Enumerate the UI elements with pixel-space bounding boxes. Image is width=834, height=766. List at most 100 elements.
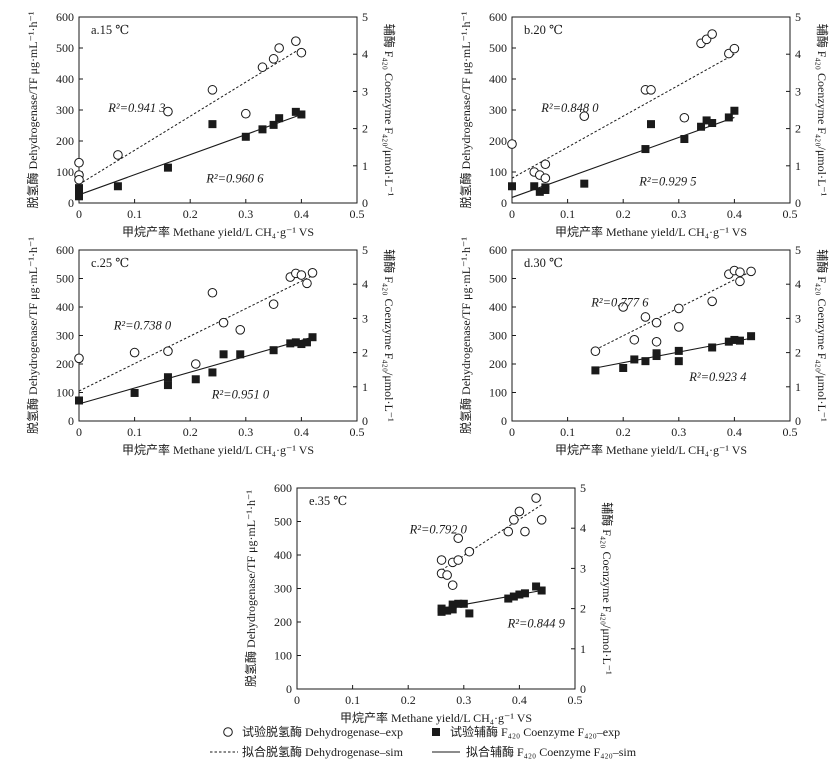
left-axis-label: 脱氢酶 Dehydrogenase/TF μg·mL⁻¹·h⁻¹: [25, 237, 40, 434]
right-y-tick-label: 3: [580, 561, 586, 575]
dehydrogenase-exp-point: [618, 302, 629, 312]
dehydrogenase-exp-point: [207, 85, 218, 95]
f420-exp-point: [652, 349, 661, 358]
dehydrogenase-exp-point: [735, 276, 745, 287]
x-axis-label: 甲烷产率 Methane yield/L CH₄·g⁻¹ VS: [340, 710, 532, 725]
left-y-tick-label: 200: [56, 134, 74, 148]
left-y-tick-label: 600: [489, 10, 507, 24]
right-y-tick-label: 3: [795, 311, 801, 325]
dehydrogenase-exp-point: [190, 359, 201, 369]
x-tick-label: 0.2: [183, 207, 198, 221]
dehydrogenase-fit-line: [78, 47, 302, 185]
x-tick-label: 0: [76, 207, 82, 221]
f420-exp-point: [708, 343, 717, 352]
x-tick-label: 0.2: [616, 207, 631, 221]
left-y-tick-label: 300: [489, 103, 507, 117]
f420-exp-point: [630, 355, 639, 364]
f420-exp-point: [680, 135, 689, 144]
right-y-tick-label: 0: [580, 682, 586, 696]
legend-dehydrogenase-sim-label: 拟合脱氢酶 Dehydrogenase–sim: [242, 744, 404, 759]
dehydrogenase-exp-point: [453, 555, 464, 565]
left-axis-label: 脱氢酶 Dehydrogenase/TF μg·mL⁻¹·h⁻¹: [458, 11, 473, 208]
x-tick-label: 0.5: [783, 425, 798, 439]
dehydrogenase-exp-point: [442, 570, 452, 580]
f420-exp-point: [747, 332, 756, 341]
dehydrogenase-exp-point: [163, 106, 173, 117]
right-y-tick-label: 5: [795, 10, 801, 24]
f420-exp-point: [724, 337, 733, 346]
dehydrogenase-exp-point: [509, 515, 519, 525]
f420-exp-point: [730, 106, 739, 115]
f420-exp-point: [236, 350, 245, 359]
right-y-tick-label: 5: [362, 243, 368, 257]
f420-fit-line: [78, 113, 302, 196]
right-y-tick-label: 2: [580, 602, 586, 616]
right-y-tick-label: 4: [362, 47, 368, 61]
dehydrogenase-exp-point: [507, 139, 517, 149]
left-axis-label: 脱氢酶 Dehydrogenase/TF μg·mL⁻¹·h⁻¹: [25, 11, 40, 208]
right-y-tick-label: 0: [795, 414, 801, 428]
legend-f420-exp-label: 试验辅酶 F₄₂₀ Coenzyme F₄₂₀–exp: [450, 724, 620, 739]
f420-exp-point: [641, 145, 650, 154]
f420-exp-point: [702, 116, 711, 125]
f420-exp-point: [580, 179, 589, 188]
legend-f420-exp-marker: [432, 728, 440, 736]
x-tick-label: 0.4: [727, 207, 742, 221]
panel-d: 0 0.1 0.2 0.3 0.4 0.5010020030040050060001234…: [458, 237, 830, 457]
f420-exp-point: [297, 340, 306, 349]
f420-exp-point: [735, 336, 744, 345]
x-tick-label: 0.4: [727, 425, 742, 439]
f420-exp-point: [674, 357, 683, 366]
left-y-tick-label: 600: [274, 481, 292, 495]
x-tick-label: 0: [76, 425, 82, 439]
left-y-tick-label: 0: [68, 414, 74, 428]
left-y-tick-label: 200: [489, 357, 507, 371]
f420-exp-point: [541, 185, 550, 194]
right-y-tick-label: 4: [795, 47, 801, 61]
x-tick-label: 0.3: [238, 207, 253, 221]
right-axis-label: 辅酶 F₄₂₀ Coenzyme F₄₂₀/μmol·L⁻¹: [382, 24, 397, 197]
f420-exp-point: [75, 396, 83, 405]
f420-exp-point: [269, 346, 278, 355]
r2-f420-label: R²=0.844 9: [507, 617, 566, 631]
dehydrogenase-exp-point: [74, 353, 84, 364]
right-y-tick-label: 3: [362, 84, 368, 98]
right-axis-label: 辅酶 F₄₂₀ Coenzyme F₄₂₀/μmol·L⁻¹: [815, 24, 830, 197]
dehydrogenase-exp-point: [268, 299, 279, 309]
dehydrogenase-exp-point: [436, 555, 447, 565]
dehydrogenase-exp-point: [241, 108, 251, 119]
f420-exp-point: [291, 338, 300, 347]
right-y-tick-label: 0: [795, 196, 801, 210]
x-tick-label: 0.3: [671, 425, 686, 439]
f420-exp-point: [730, 335, 739, 344]
f420-exp-point: [515, 590, 524, 599]
panel-a: 0 0.1 0.2 0.3 0.4 0.5010020030040050060001234…: [25, 10, 397, 239]
f420-exp-point: [191, 375, 200, 384]
f420-exp-point: [297, 110, 306, 119]
x-axis-label: 甲烷产率 Methane yield/L CH₄·g⁻¹ VS: [122, 224, 314, 239]
f420-exp-point: [591, 366, 600, 375]
f420-exp-point: [708, 119, 717, 128]
f420-exp-point: [113, 182, 122, 191]
x-tick-label: 0.4: [294, 207, 309, 221]
x-tick-label: 0: [509, 207, 515, 221]
f420-exp-point: [163, 163, 172, 172]
legend-f420-sim-label: 拟合辅酶 F₄₂₀ Coenzyme F₄₂₀–sim: [466, 744, 637, 759]
right-axis-label: 辅酶 F₄₂₀ Coenzyme F₄₂₀/μmol·L⁻¹: [815, 249, 830, 422]
panel-e: 0 0.1 0.2 0.3 0.4 0.5010020030040050060001234…: [243, 481, 615, 725]
right-axis-label: 辅酶 F₄₂₀ Coenzyme F₄₂₀/μmol·L⁻¹: [600, 502, 615, 675]
f420-exp-point: [530, 182, 539, 191]
dehydrogenase-exp-point: [207, 287, 218, 298]
f420-exp-point: [641, 357, 650, 366]
legend-dehydrogenase-exp-marker: [223, 727, 233, 737]
dehydrogenase-exp-point: [707, 29, 717, 39]
left-y-tick-label: 400: [489, 72, 507, 86]
x-tick-label: 0.1: [560, 207, 575, 221]
left-y-tick-label: 600: [489, 243, 507, 257]
panel-label: d.30 ℃: [524, 256, 563, 270]
r2-f420-label: R²=0.960 6: [205, 172, 264, 186]
dehydrogenase-exp-point: [674, 303, 684, 314]
left-axis-label: 脱氢酶 Dehydrogenase/TF μg·mL⁻¹·h⁻¹: [243, 490, 258, 687]
dehydrogenase-exp-point: [129, 347, 140, 358]
left-y-tick-label: 300: [489, 329, 507, 343]
